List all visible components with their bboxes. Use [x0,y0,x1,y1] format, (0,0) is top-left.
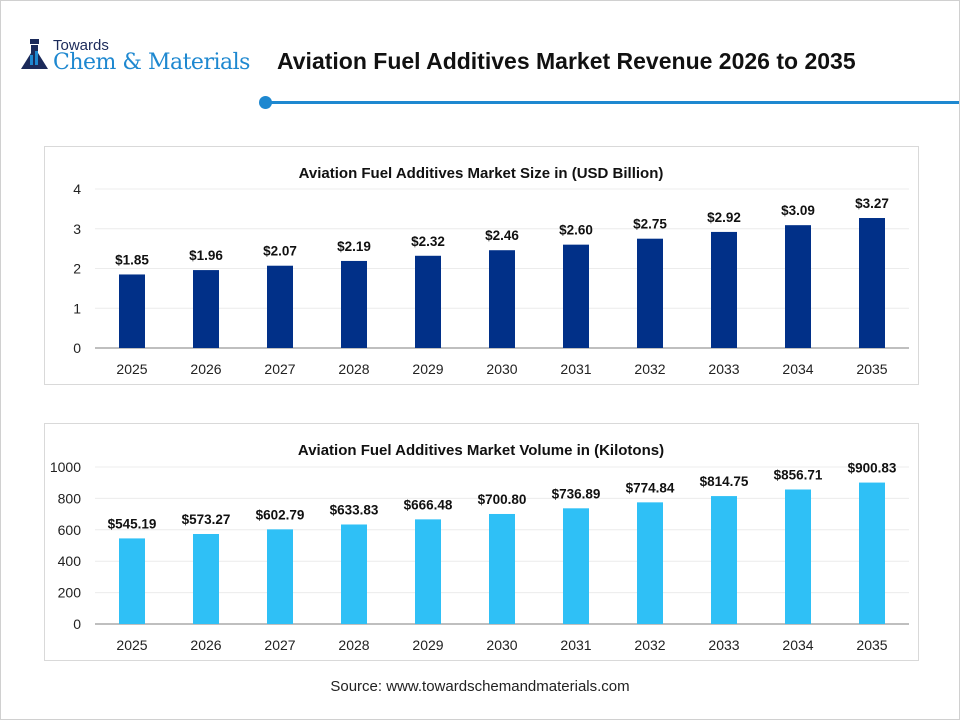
rule-dot [259,96,272,109]
data-label: $2.75 [633,217,667,232]
bar [859,218,885,348]
data-label: $774.84 [626,480,675,495]
x-tick-label: 2032 [634,361,665,377]
market-size-chart: Aviation Fuel Additives Market Size in (… [44,146,919,385]
bar [119,538,145,624]
x-tick-label: 2028 [338,361,369,377]
title-rule [266,101,959,104]
data-label: $900.83 [848,461,897,476]
data-label: $736.89 [552,486,601,501]
data-label: $545.19 [108,516,157,531]
bar [859,482,885,624]
bar [341,260,367,348]
data-label: $700.80 [478,492,527,507]
data-label: $1.85 [115,252,149,267]
x-tick-label: 2027 [264,361,295,377]
data-label: $2.92 [707,210,741,225]
y-tick-label: 4 [73,181,81,197]
source-note: Source: www.towardschemandmaterials.com [330,678,630,695]
bar [489,250,515,348]
data-label: $573.27 [182,512,231,527]
y-tick-label: 200 [58,585,82,601]
data-label: $1.96 [189,248,223,263]
y-tick-label: 3 [73,221,81,237]
data-label: $633.83 [330,502,379,517]
market-volume-chart-svg: Aviation Fuel Additives Market Volume in… [50,442,909,653]
x-tick-label: 2026 [190,361,221,377]
x-tick-label: 2029 [412,637,443,653]
bar [267,529,293,624]
data-label: $666.48 [404,497,453,512]
bar [267,265,293,348]
bar [489,513,515,624]
x-tick-label: 2027 [264,637,295,653]
data-label: $2.07 [263,244,297,259]
bar [119,274,145,348]
data-label: $2.19 [337,239,371,254]
bar [785,489,811,624]
y-tick-label: 2 [73,261,81,277]
x-tick-label: 2025 [116,637,147,653]
y-tick-label: 0 [73,616,81,632]
bar [193,270,219,348]
x-tick-label: 2031 [560,361,591,377]
logo-text-main: Chem & Materials [53,50,250,75]
bar [785,225,811,348]
x-tick-label: 2030 [486,361,517,377]
data-label: $814.75 [700,474,749,489]
x-tick-label: 2034 [782,637,813,653]
bar [193,533,219,624]
data-label: $2.60 [559,223,593,238]
data-label: $2.46 [485,228,519,243]
y-tick-label: 400 [58,553,82,569]
bar [711,231,737,348]
logo-text-top: Towards [53,37,109,54]
market-volume-chart: Aviation Fuel Additives Market Volume in… [44,423,919,661]
bar [563,244,589,348]
market-size-chart-svg: Aviation Fuel Additives Market Size in (… [73,165,909,377]
data-label: $602.79 [256,507,305,522]
data-label: $2.32 [411,234,445,249]
x-tick-label: 2026 [190,637,221,653]
x-tick-label: 2032 [634,637,665,653]
chart-title: Aviation Fuel Additives Market Size in (… [299,165,664,182]
y-tick-label: 1000 [50,459,81,475]
x-tick-label: 2031 [560,637,591,653]
bar [415,519,441,624]
x-tick-label: 2035 [856,361,887,377]
x-tick-label: 2030 [486,637,517,653]
bar [637,502,663,624]
y-tick-label: 600 [58,522,82,538]
bar [563,508,589,624]
flask-icon [21,39,48,69]
y-tick-label: 1 [73,300,81,316]
x-tick-label: 2033 [708,361,739,377]
y-tick-label: 0 [73,340,81,356]
bar [711,496,737,624]
data-label: $3.09 [781,203,815,218]
x-tick-label: 2029 [412,361,443,377]
x-tick-label: 2035 [856,637,887,653]
chart-title: Aviation Fuel Additives Market Volume in… [298,442,664,459]
x-tick-label: 2033 [708,637,739,653]
data-label: $3.27 [855,196,889,211]
x-tick-label: 2028 [338,637,369,653]
x-tick-label: 2034 [782,361,813,377]
page-title: Aviation Fuel Additives Market Revenue 2… [277,48,856,74]
bar [415,255,441,348]
bar [341,524,367,624]
x-tick-label: 2025 [116,361,147,377]
y-tick-label: 800 [58,490,82,506]
bar [637,238,663,348]
data-label: $856.71 [774,467,823,482]
